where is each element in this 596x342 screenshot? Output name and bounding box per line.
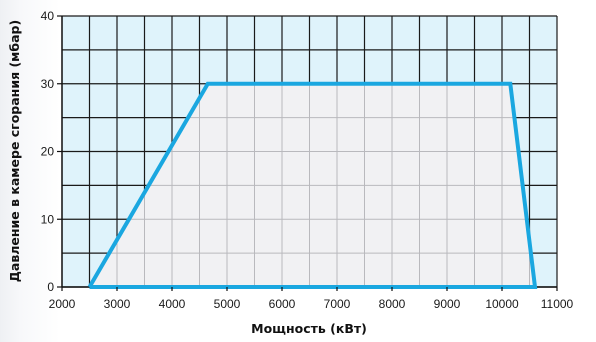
- x-tick-label: 10000: [485, 297, 519, 311]
- y-tick-label: 0: [47, 280, 54, 294]
- y-axis-title: Давление в камере сгорания (мбар): [7, 20, 22, 282]
- x-tick-label: 3000: [104, 297, 131, 311]
- y-axis-ticks: 0 10 20 30 40: [41, 9, 62, 294]
- x-tick-label: 5000: [214, 297, 241, 311]
- x-tick-label: 7000: [324, 297, 351, 311]
- x-tick-label: 6000: [269, 297, 296, 311]
- y-tick-label: 20: [41, 145, 55, 159]
- y-tick-label: 10: [41, 212, 55, 226]
- y-tick-label: 40: [41, 9, 55, 23]
- x-tick-label: 4000: [159, 297, 186, 311]
- operating-range-outline: [87, 81, 538, 289]
- x-tick-label: 8000: [379, 297, 406, 311]
- y-tick-label: 30: [41, 77, 55, 91]
- x-tick-label: 11000: [541, 297, 574, 311]
- x-tick-label: 2000: [49, 297, 76, 311]
- x-axis-ticks: 2000 3000 4000 5000 6000 7000 8000 9000 10000 110…: [49, 287, 574, 311]
- x-tick-label: 9000: [434, 297, 461, 311]
- x-axis-title: Мощность (кВт): [251, 321, 367, 336]
